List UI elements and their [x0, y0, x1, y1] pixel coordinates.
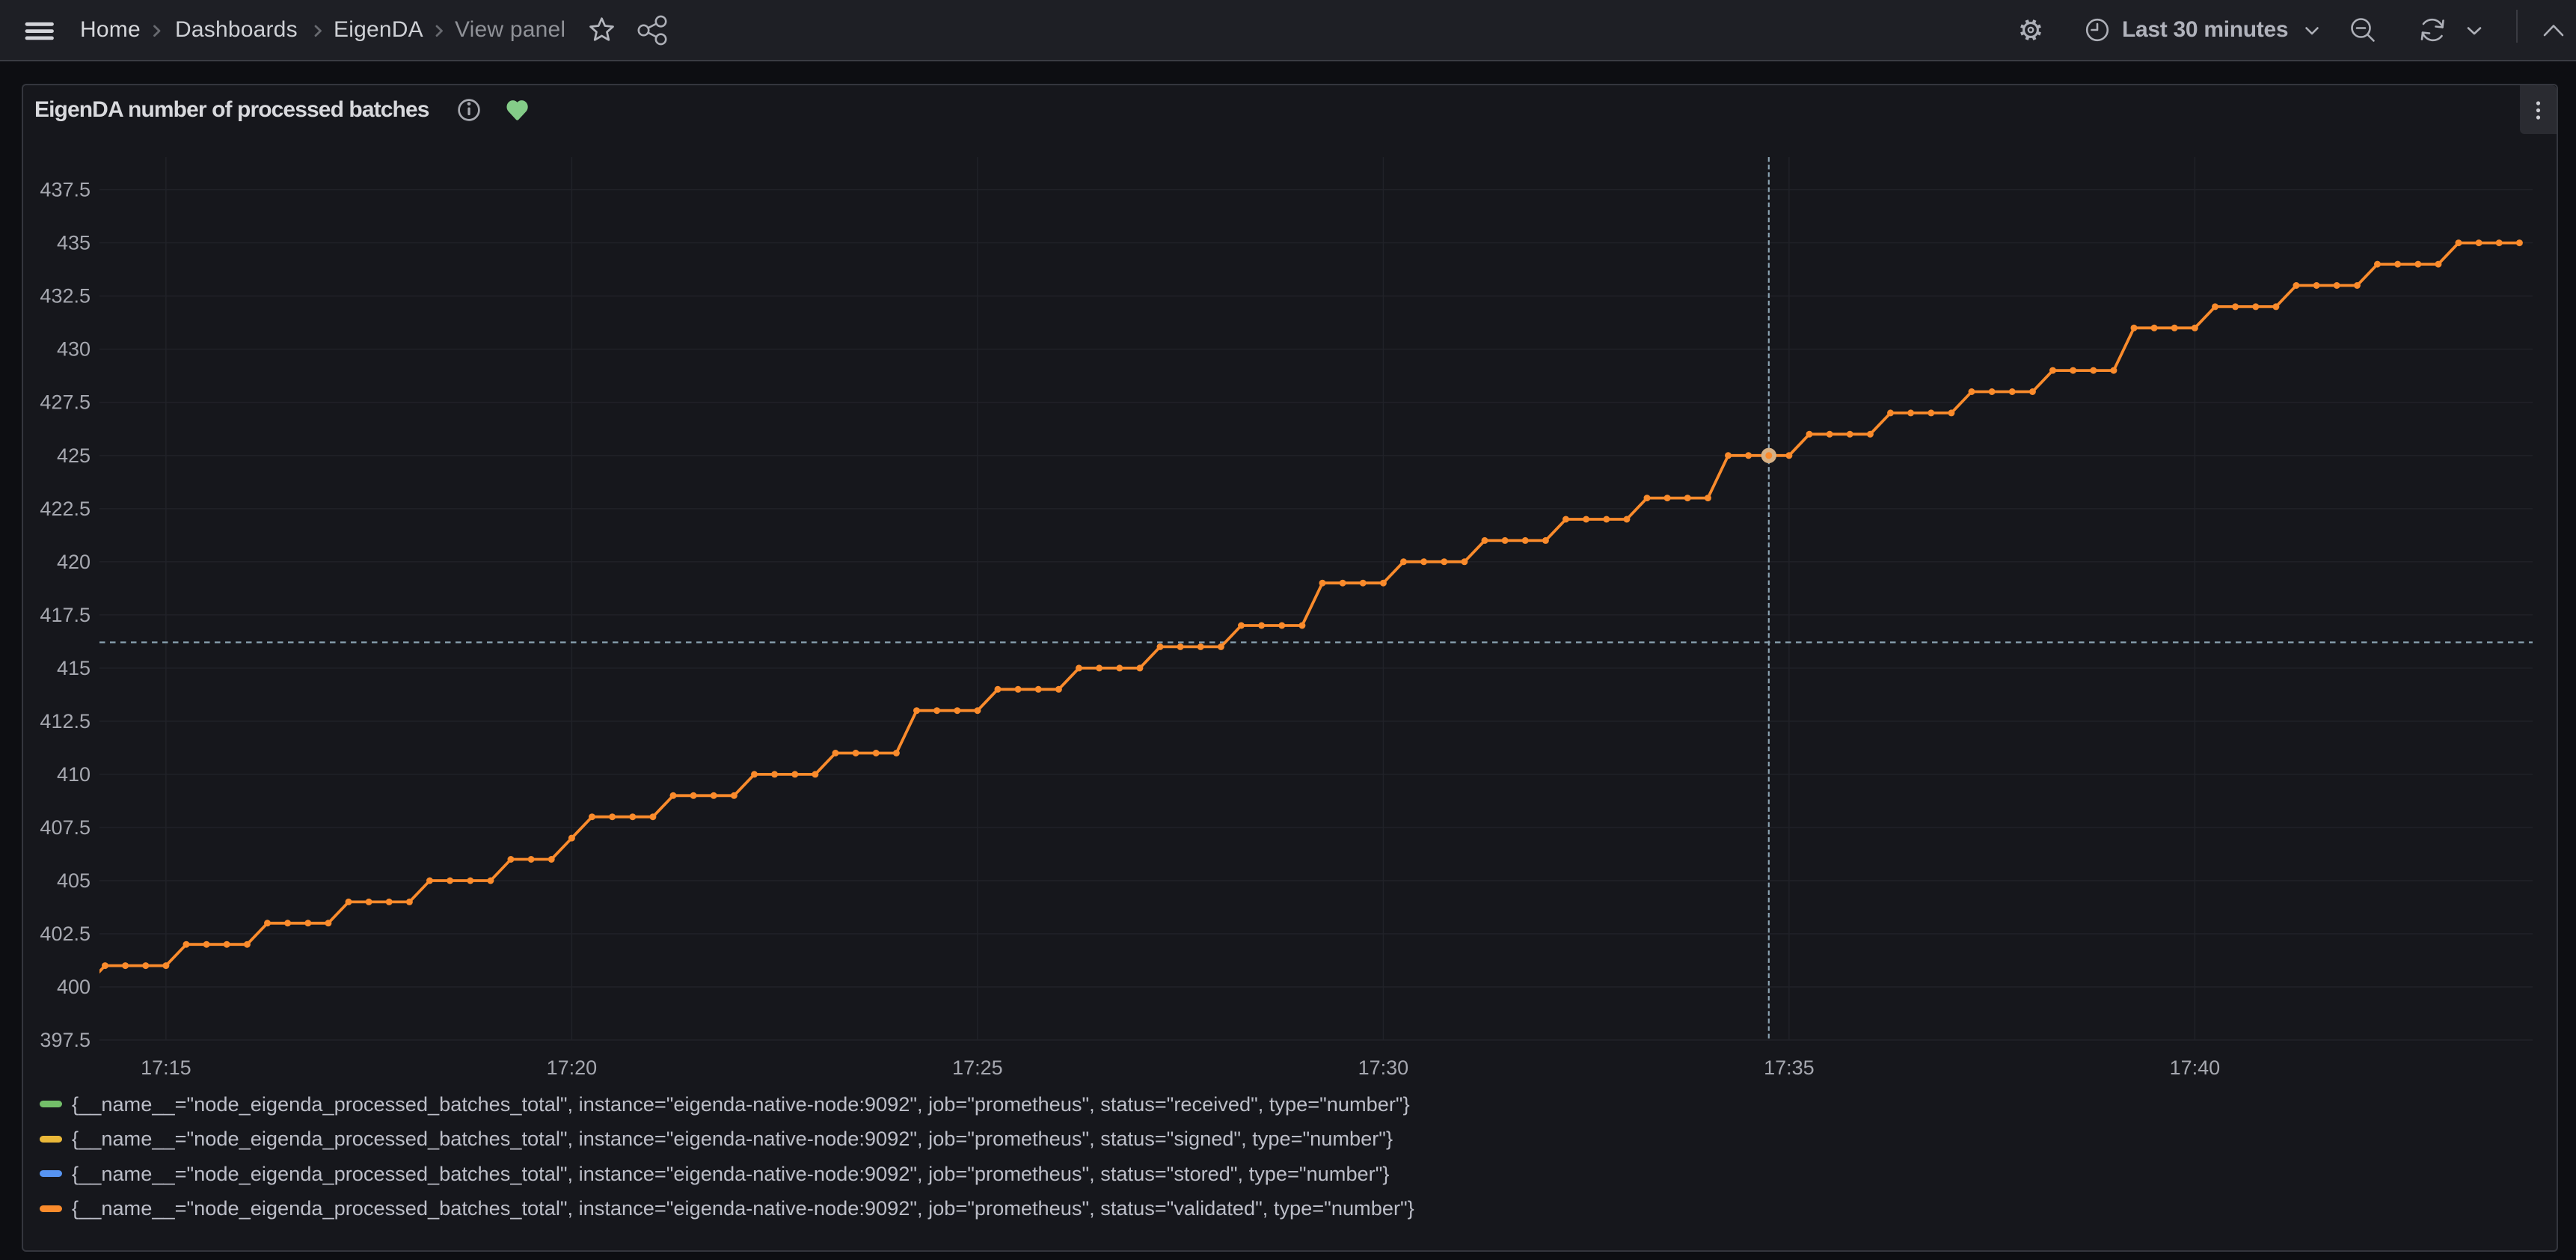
svg-text:17:40: 17:40	[2170, 1056, 2221, 1079]
svg-text:427.5: 427.5	[40, 391, 91, 414]
svg-text:435: 435	[57, 232, 91, 254]
svg-text:402.5: 402.5	[40, 923, 91, 945]
svg-text:422.5: 422.5	[40, 498, 91, 520]
svg-text:397.5: 397.5	[40, 1029, 91, 1051]
svg-text:425: 425	[57, 444, 91, 467]
svg-text:415: 415	[57, 657, 91, 679]
svg-text:410: 410	[57, 763, 91, 786]
svg-text:417.5: 417.5	[40, 604, 91, 626]
svg-text:17:20: 17:20	[547, 1056, 598, 1079]
svg-text:400: 400	[57, 976, 91, 998]
svg-text:412.5: 412.5	[40, 710, 91, 733]
svg-text:407.5: 407.5	[40, 816, 91, 839]
svg-text:17:25: 17:25	[952, 1056, 1003, 1079]
svg-text:405: 405	[57, 869, 91, 892]
svg-text:17:30: 17:30	[1358, 1056, 1409, 1079]
svg-text:437.5: 437.5	[40, 179, 91, 201]
svg-text:432.5: 432.5	[40, 285, 91, 308]
svg-text:420: 420	[57, 551, 91, 573]
svg-text:17:35: 17:35	[1764, 1056, 1815, 1079]
svg-text:17:15: 17:15	[141, 1056, 191, 1079]
svg-text:430: 430	[57, 338, 91, 361]
